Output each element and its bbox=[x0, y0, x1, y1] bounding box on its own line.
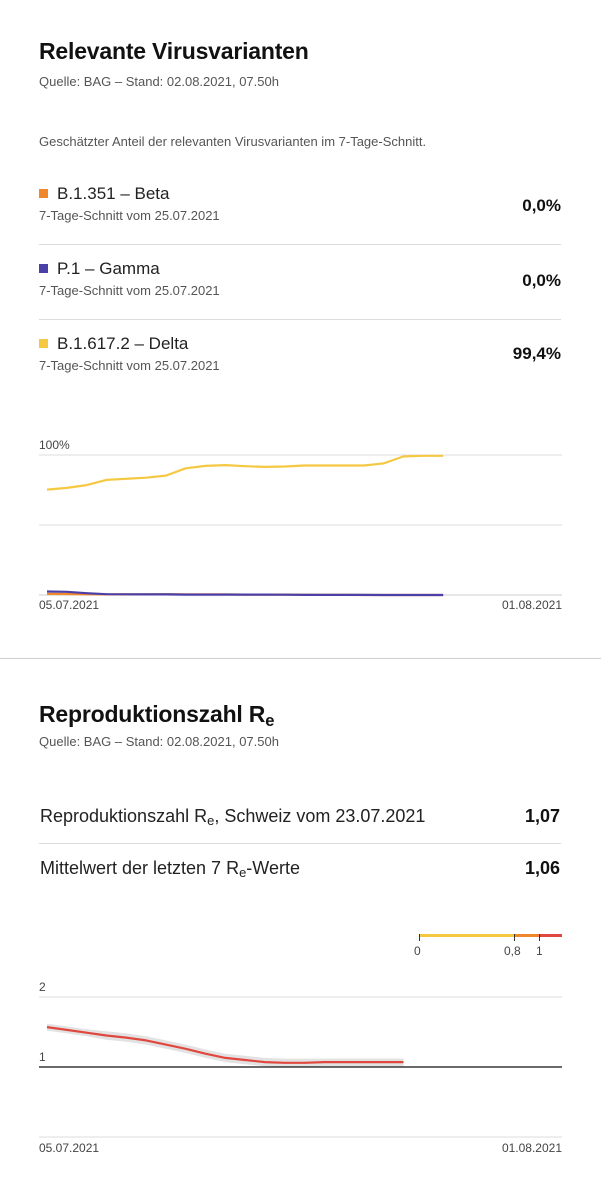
y-tick-label: 2 bbox=[39, 980, 46, 994]
legend-swatch-delta bbox=[39, 339, 48, 348]
x-tick-label: 01.08.2021 bbox=[502, 598, 562, 612]
variant-date: 7-Tage-Schnitt vom 25.07.2021 bbox=[39, 208, 220, 223]
source-note: Quelle: BAG – Stand: 02.08.2021, 07.50h bbox=[39, 74, 279, 89]
scale-label: 0,8 bbox=[504, 944, 521, 958]
variant-date: 7-Tage-Schnitt vom 25.07.2021 bbox=[39, 283, 220, 298]
x-tick-label: 05.07.2021 bbox=[39, 1141, 99, 1155]
scale-tick bbox=[539, 934, 540, 941]
variant-value: 99,4% bbox=[512, 344, 561, 363]
list-item: B.1.617.2 – Delta 7-Tage-Schnitt vom 25.… bbox=[39, 334, 220, 373]
re-section-title: Reproduktionszahl Re bbox=[39, 701, 275, 731]
legend-swatch-beta bbox=[39, 189, 48, 198]
scale-label: 1 bbox=[536, 944, 543, 958]
scale-tick bbox=[514, 934, 515, 941]
variant-date: 7-Tage-Schnitt vom 25.07.2021 bbox=[39, 358, 220, 373]
y-tick-label: 100% bbox=[39, 438, 70, 452]
series-line bbox=[46, 454, 444, 491]
series-line bbox=[46, 590, 444, 597]
y-tick-label: 1 bbox=[39, 1050, 46, 1064]
re-current-label: Reproduktionszahl Re, Schweiz vom 23.07.… bbox=[40, 806, 426, 829]
scale-label: 0 bbox=[414, 944, 421, 958]
x-tick-label: 05.07.2021 bbox=[39, 598, 99, 612]
re-mean-label: Mittelwert der letzten 7 Re-Werte bbox=[40, 858, 300, 881]
scale-bar-mid bbox=[514, 934, 540, 937]
divider bbox=[39, 319, 561, 320]
section-description: Geschätzter Anteil der relevanten Virusv… bbox=[39, 134, 427, 149]
divider bbox=[39, 244, 561, 245]
list-item: P.1 – Gamma 7-Tage-Schnitt vom 25.07.202… bbox=[39, 259, 220, 298]
page-title: Relevante Virusvarianten bbox=[39, 38, 309, 64]
variant-value: 0,0% bbox=[522, 271, 561, 290]
x-tick-label: 01.08.2021 bbox=[502, 1141, 562, 1155]
re-current-value: 1,07 bbox=[524, 806, 560, 826]
scale-tick bbox=[419, 934, 420, 941]
re-title-subscript: e bbox=[265, 711, 275, 731]
scale-bar-low bbox=[419, 934, 562, 937]
legend-swatch-gamma bbox=[39, 264, 48, 273]
divider bbox=[39, 843, 561, 844]
re-mean-value: 1,06 bbox=[524, 858, 560, 878]
list-item: B.1.351 – Beta 7-Tage-Schnitt vom 25.07.… bbox=[39, 184, 220, 223]
re-title-text: Reproduktionszahl R bbox=[39, 701, 266, 727]
re-source-note: Quelle: BAG – Stand: 02.08.2021, 07.50h bbox=[39, 734, 279, 749]
confidence-band bbox=[47, 1023, 404, 1067]
variant-name: B.1.351 – Beta bbox=[57, 184, 170, 203]
variant-value: 0,0% bbox=[522, 196, 561, 215]
variant-name: P.1 – Gamma bbox=[57, 259, 160, 278]
scale-bar-high bbox=[540, 934, 562, 937]
variant-name: B.1.617.2 – Delta bbox=[57, 334, 189, 353]
series-line bbox=[46, 1026, 404, 1064]
section-divider bbox=[0, 658, 601, 659]
